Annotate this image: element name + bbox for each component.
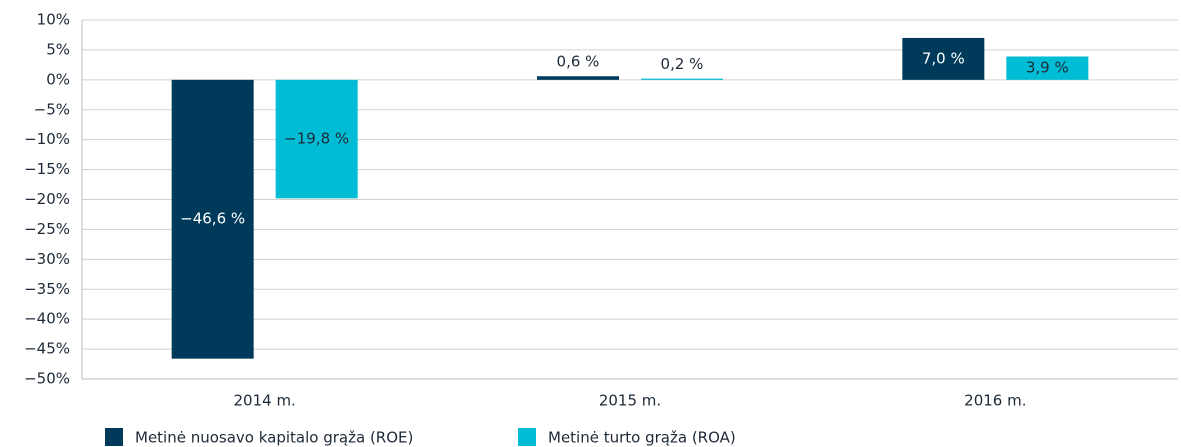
data-label: −46,6 % [180, 210, 245, 228]
legend-label: Metinė nuosavo kapitalo grąža (ROE) [135, 429, 413, 447]
legend-label: Metinė turto grąža (ROA) [548, 429, 736, 447]
data-label: 0,2 % [661, 55, 704, 73]
y-tick-label: −35% [24, 280, 70, 298]
data-label: −19,8 % [284, 130, 349, 148]
y-tick-label: −20% [24, 190, 70, 208]
legend-swatch [105, 428, 123, 446]
y-tick-label: −45% [24, 340, 70, 358]
bar [902, 37, 985, 80]
bar [275, 79, 358, 199]
y-tick-label: −10% [24, 130, 70, 148]
x-tick-label: 2016 m. [964, 392, 1026, 410]
y-tick-label: −25% [24, 220, 70, 238]
bar [171, 79, 254, 359]
y-tick-label: 10% [37, 11, 70, 29]
data-label: 3,9 % [1026, 59, 1069, 77]
legend-swatch [518, 428, 536, 446]
x-tick-label: 2014 m. [234, 392, 296, 410]
y-tick-label: −15% [24, 160, 70, 178]
x-tick-label: 2015 m. [599, 392, 661, 410]
y-tick-label: −5% [34, 100, 70, 118]
y-tick-label: −30% [24, 250, 70, 268]
y-tick-label: 5% [46, 40, 70, 58]
y-tick-label: 0% [46, 70, 70, 88]
bar [537, 76, 619, 80]
y-tick-label: −50% [24, 370, 70, 388]
y-tick-label: −40% [24, 310, 70, 328]
data-label: 0,6 % [557, 53, 600, 71]
bar [1006, 56, 1089, 80]
data-label: 7,0 % [922, 49, 965, 67]
bar [641, 78, 723, 80]
